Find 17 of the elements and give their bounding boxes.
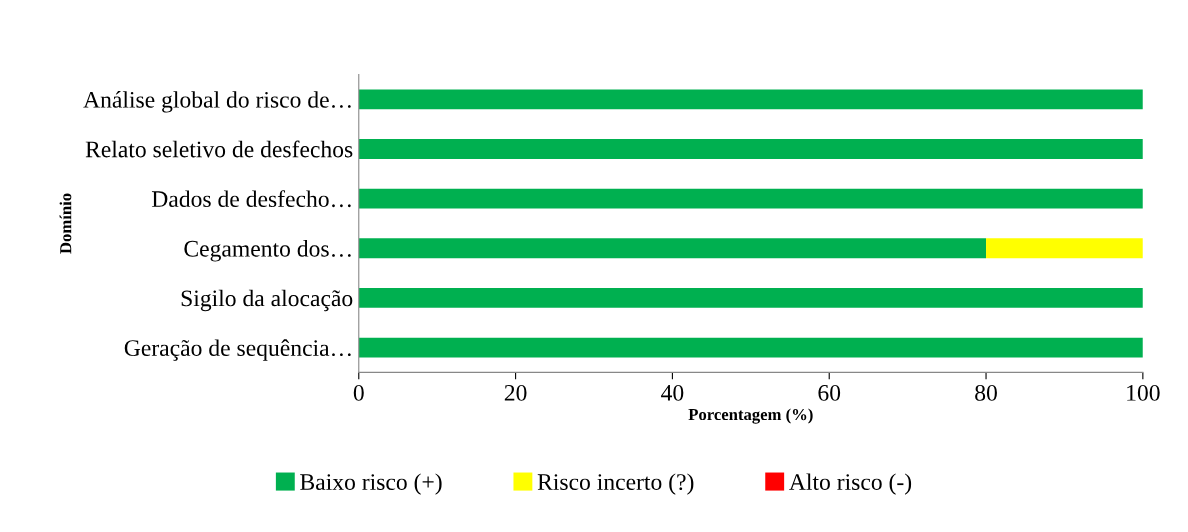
legend-label: Alto risco (-) (789, 473, 912, 495)
x-tick-label: 80 (975, 384, 997, 401)
y-axis-title: Domínio (59, 193, 72, 254)
legend-label: Baixo risco (+) (300, 473, 442, 495)
x-tick-label: 20 (504, 384, 527, 401)
y-tick-label: Geração de sequência… (124, 339, 351, 361)
x-tick-label: 0 (353, 384, 364, 401)
legend-label: Risco incerto (?) (537, 473, 694, 495)
x-axis-title: Porcentagem (%) (688, 408, 813, 424)
x-tick-label: 40 (661, 384, 684, 401)
y-tick-label: Sigilo da alocação (181, 289, 353, 312)
y-tick-label: Cegamento dos… (184, 240, 351, 262)
x-tick-label: 100 (1127, 384, 1160, 401)
y-tick-label: Dados de desfecho… (151, 190, 351, 208)
y-tick-label: Relato seletivo de desfechos (85, 140, 353, 158)
y-tick-label: Análise global do risco de… (83, 91, 351, 113)
x-tick-label: 60 (818, 384, 841, 401)
